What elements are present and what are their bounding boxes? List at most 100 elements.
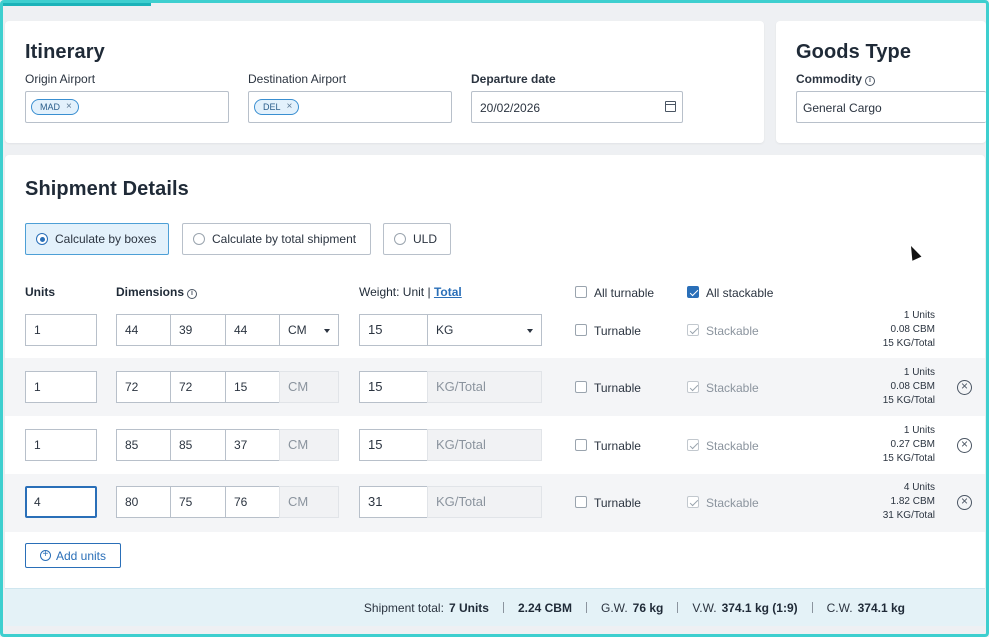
height-input[interactable]: 76 bbox=[225, 486, 280, 518]
row-summary-cbm: 0.08 CBM bbox=[890, 381, 935, 392]
stackable-checkbox[interactable] bbox=[687, 324, 699, 336]
separator bbox=[502, 602, 504, 613]
units-input[interactable]: 1 bbox=[25, 371, 97, 403]
totals-label: Shipment total: bbox=[363, 600, 444, 615]
add-units-button[interactable]: + Add units bbox=[25, 543, 121, 568]
stackable-checkbox[interactable] bbox=[687, 439, 699, 451]
cw-value: 374.1 kg bbox=[857, 600, 905, 615]
turnable-label: Turnable bbox=[594, 324, 641, 338]
weight-input[interactable]: 31 bbox=[359, 486, 428, 518]
stackable-label: Stackable bbox=[706, 496, 759, 510]
weight-header-separator: | bbox=[427, 285, 431, 299]
units-input[interactable]: 1 bbox=[25, 429, 97, 461]
stackable-checkbox[interactable] bbox=[687, 496, 699, 508]
commodity-label: Commodity i bbox=[796, 72, 875, 86]
stackable-label: Stackable bbox=[706, 439, 759, 453]
height-input[interactable]: 44 bbox=[225, 314, 280, 346]
turnable-checkbox[interactable] bbox=[575, 439, 587, 451]
remove-row-icon[interactable]: × bbox=[957, 495, 972, 510]
departure-date-input[interactable]: 20/02/2026 bbox=[471, 91, 683, 123]
row-summary: 1 Units 0.08 CBM 15 KG/Total bbox=[883, 366, 935, 408]
commodity-select[interactable]: General Cargo bbox=[796, 91, 986, 123]
dimension-unit-display: CM bbox=[279, 371, 339, 403]
weight-input[interactable]: 15 bbox=[359, 314, 428, 346]
destination-label: Destination Airport bbox=[248, 72, 347, 86]
turnable-label: Turnable bbox=[594, 439, 641, 453]
length-input[interactable]: 85 bbox=[116, 429, 171, 461]
dimensions-header: Dimensions i bbox=[116, 285, 198, 299]
turnable-checkbox[interactable] bbox=[575, 381, 587, 393]
totals-cbm: 2.24 CBM bbox=[517, 600, 572, 615]
goods-type-card: Goods Type Commodity i General Cargo bbox=[776, 21, 986, 143]
weight-input[interactable]: 15 bbox=[359, 371, 428, 403]
calculate-by-boxes-radio[interactable]: Calculate by boxes bbox=[25, 223, 169, 255]
origin-chip-label: MAD bbox=[40, 102, 60, 112]
totals-vw-segment: V.W. 374.1 kg (1:9) bbox=[692, 601, 797, 615]
destination-airport-input[interactable]: DEL × bbox=[248, 91, 452, 123]
row-summary-weight: 15 KG/Total bbox=[882, 395, 935, 406]
row-summary: 1 Units 0.08 CBM 15 KG/Total bbox=[883, 309, 935, 351]
row-summary-cbm: 0.27 CBM bbox=[890, 439, 935, 450]
calculate-by-total-radio[interactable]: Calculate by total shipment bbox=[182, 223, 371, 255]
itinerary-card: Itinerary Origin Airport MAD × Destinati… bbox=[5, 21, 764, 143]
mode-label-uld: ULD bbox=[413, 232, 438, 246]
remove-destination-chip-icon[interactable]: × bbox=[286, 101, 293, 112]
calendar-icon[interactable] bbox=[665, 101, 676, 112]
all-stackable-checkbox[interactable] bbox=[687, 286, 699, 298]
turnable-checkbox[interactable] bbox=[575, 496, 587, 508]
length-input[interactable]: 44 bbox=[116, 314, 171, 346]
turnable-checkbox[interactable] bbox=[575, 324, 587, 336]
row-summary: 4 Units 1.82 CBM 31 KG/Total bbox=[883, 481, 935, 523]
remove-row-icon[interactable]: × bbox=[957, 380, 972, 395]
separator bbox=[811, 602, 813, 613]
dimensions-header-text: Dimensions bbox=[116, 285, 185, 299]
row-summary-weight: 15 KG/Total bbox=[882, 453, 935, 464]
info-icon[interactable]: i bbox=[187, 289, 198, 299]
height-input[interactable]: 37 bbox=[225, 429, 280, 461]
weight-unit-display: KG/Total bbox=[427, 371, 542, 403]
units-header: Units bbox=[25, 285, 55, 299]
all-stackable-label: All stackable bbox=[706, 286, 774, 300]
uld-radio[interactable]: ULD bbox=[383, 223, 451, 255]
row-summary-cbm: 0.08 CBM bbox=[890, 324, 935, 335]
cw-label: C.W. bbox=[826, 600, 853, 615]
radio-dot-icon bbox=[193, 233, 205, 245]
separator bbox=[585, 602, 587, 613]
gw-label: G.W. bbox=[600, 600, 628, 615]
height-input[interactable]: 15 bbox=[225, 371, 280, 403]
row-summary-cbm: 1.82 CBM bbox=[890, 496, 935, 507]
add-units-label: Add units bbox=[55, 548, 107, 563]
width-input[interactable]: 75 bbox=[170, 486, 226, 518]
totals-gw-segment: G.W. 76 kg bbox=[601, 601, 663, 615]
weight-unit-select[interactable]: KG bbox=[427, 314, 542, 346]
all-turnable-label: All turnable bbox=[594, 286, 655, 300]
info-icon[interactable]: i bbox=[865, 76, 875, 86]
units-input[interactable]: 1 bbox=[25, 314, 97, 346]
origin-airport-input[interactable]: MAD × bbox=[25, 91, 229, 123]
vw-value: 374.1 kg (1:9) bbox=[721, 600, 798, 615]
all-turnable-checkbox[interactable] bbox=[575, 286, 587, 298]
width-input[interactable]: 39 bbox=[170, 314, 226, 346]
weight-input[interactable]: 15 bbox=[359, 429, 428, 461]
chevron-down-icon bbox=[324, 329, 330, 333]
turnable-label: Turnable bbox=[594, 381, 641, 395]
goods-type-title: Goods Type bbox=[796, 41, 912, 63]
width-input[interactable]: 72 bbox=[170, 371, 226, 403]
width-input[interactable]: 85 bbox=[170, 429, 226, 461]
length-input[interactable]: 72 bbox=[116, 371, 171, 403]
weight-unit-display: KG/Total bbox=[427, 429, 542, 461]
remove-origin-chip-icon[interactable]: × bbox=[66, 101, 72, 112]
origin-chip: MAD × bbox=[31, 99, 79, 115]
units-input[interactable]: 4 bbox=[25, 486, 97, 518]
dimension-unit-select[interactable]: CM bbox=[279, 314, 339, 346]
destination-chip-label: DEL bbox=[263, 102, 281, 112]
row-summary-units: 1 Units bbox=[903, 310, 935, 321]
row-summary: 1 Units 0.27 CBM 15 KG/Total bbox=[883, 424, 935, 466]
totals-cbm-segment: 2.24 CBM bbox=[518, 601, 572, 615]
weight-total-link[interactable]: Total bbox=[433, 285, 462, 299]
remove-row-icon[interactable]: × bbox=[957, 438, 972, 453]
stackable-checkbox[interactable] bbox=[687, 381, 699, 393]
length-input[interactable]: 80 bbox=[116, 486, 171, 518]
row-summary-weight: 15 KG/Total bbox=[882, 338, 935, 349]
origin-label: Origin Airport bbox=[25, 72, 96, 86]
